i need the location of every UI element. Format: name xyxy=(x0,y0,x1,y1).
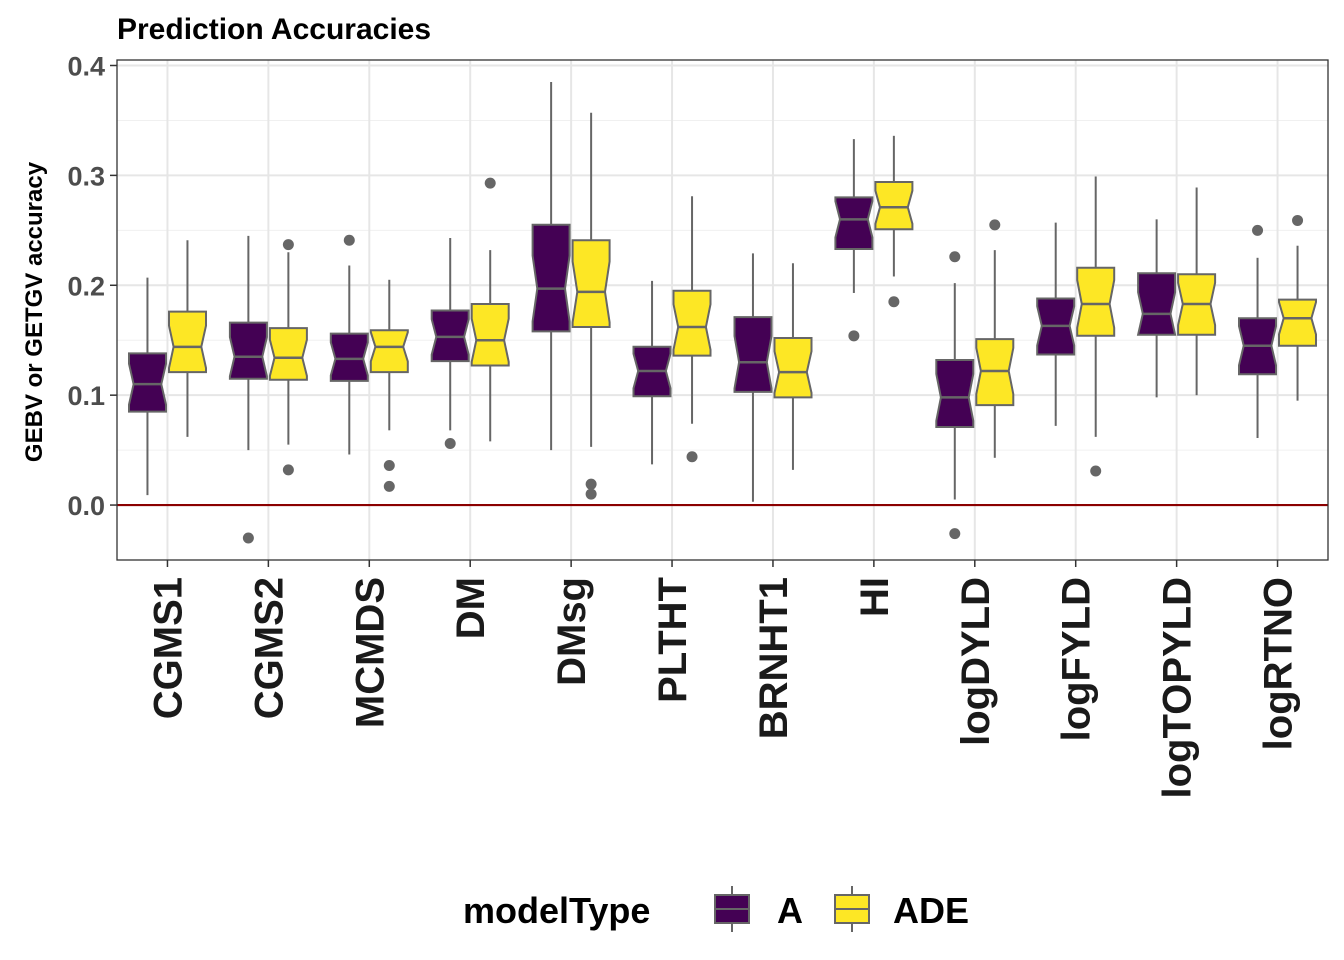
outlier-point xyxy=(949,528,961,540)
x-tick-label: DMsg xyxy=(550,577,594,686)
y-tick-label: 0.3 xyxy=(67,161,105,191)
plot-panel-border xyxy=(116,59,1329,561)
box-body xyxy=(128,352,167,413)
box-ADE-logRTNO xyxy=(1278,214,1317,401)
box-ADE-logFYLD xyxy=(1076,176,1116,477)
box-body xyxy=(1136,272,1177,336)
box-A-DMsg xyxy=(531,81,571,451)
x-tick-label: logTOPYLD xyxy=(1156,577,1200,798)
chart-title: Prediction Accuracies xyxy=(117,13,431,46)
box-body xyxy=(228,321,268,380)
box-body xyxy=(733,316,773,393)
x-tick-label: CGMS1 xyxy=(147,577,191,719)
outlier-point xyxy=(383,480,395,492)
x-tick-label: PLTHT xyxy=(651,577,695,703)
legend-label: ADE xyxy=(893,890,969,931)
box-body xyxy=(1278,298,1317,347)
box-A-PLTHT xyxy=(632,280,672,465)
box-A-logDYLD xyxy=(935,251,975,540)
box-ADE-MCMDS xyxy=(369,279,409,492)
boxes xyxy=(128,81,1317,544)
box-A-MCMDS xyxy=(329,234,369,455)
outlier-point xyxy=(282,464,294,476)
y-tick-label: 0.4 xyxy=(67,51,105,81)
outlier-point xyxy=(444,438,456,450)
outlier-point xyxy=(282,239,294,251)
box-body xyxy=(1076,266,1116,337)
box-ADE-DM xyxy=(470,177,510,442)
box-A-HI xyxy=(834,139,874,342)
box-body xyxy=(168,310,207,374)
box-ADE-BRNHT1 xyxy=(773,263,813,470)
legend: modelType A ADE xyxy=(463,886,969,932)
legend-item-A: A xyxy=(714,886,803,932)
outlier-point xyxy=(686,451,698,463)
legend-label: A xyxy=(777,890,803,931)
box-ADE-DMsg xyxy=(571,112,611,500)
box-body xyxy=(268,327,308,381)
box-body xyxy=(935,359,975,428)
outlier-point xyxy=(585,488,597,500)
y-tick-label: 0.2 xyxy=(67,271,105,301)
box-body xyxy=(571,239,611,328)
box-ADE-logTOPYLD xyxy=(1177,187,1217,396)
outlier-point xyxy=(949,251,961,263)
box-A-BRNHT1 xyxy=(733,253,773,502)
box-body xyxy=(773,337,813,399)
x-axis: CGMS1 CGMS2 MCMDS DM DMsg PLTHT BRNHT1 HI logDYL… xyxy=(147,560,1301,798)
outlier-point xyxy=(1252,224,1264,236)
outlier-point xyxy=(989,219,1001,231)
outlier-point xyxy=(242,532,254,544)
box-body xyxy=(874,181,914,231)
outlier-point xyxy=(585,478,597,490)
box-ADE-logDYLD xyxy=(975,219,1015,458)
outlier-point xyxy=(484,177,496,189)
box-body xyxy=(672,289,712,357)
box-body xyxy=(329,332,369,382)
y-axis-label: GEBV or GETGV accuracy xyxy=(21,161,48,462)
box-body xyxy=(470,303,510,367)
x-tick-label: MCMDS xyxy=(348,577,392,728)
x-tick-label: logRTNO xyxy=(1257,577,1301,750)
box-body xyxy=(531,223,571,333)
x-tick-label: HI xyxy=(853,577,897,617)
x-tick-label: logDYLD xyxy=(954,577,998,746)
x-tick-label: BRNHT1 xyxy=(752,577,796,739)
box-ADE-CGMS1 xyxy=(168,240,207,437)
legend-title: modelType xyxy=(463,890,650,931)
box-A-logFYLD xyxy=(1036,222,1076,426)
box-ADE-PLTHT xyxy=(672,196,712,463)
box-A-DM xyxy=(430,238,470,450)
outlier-point xyxy=(1090,465,1102,477)
outlier-point xyxy=(1292,214,1304,226)
box-ADE-CGMS2 xyxy=(268,239,308,476)
outlier-point xyxy=(848,330,860,342)
legend-item-ADE: ADE xyxy=(834,886,969,932)
box-ADE-HI xyxy=(874,135,914,308)
box-body xyxy=(834,196,874,250)
y-tick-label: 0.1 xyxy=(67,381,105,411)
x-tick-label: CGMS2 xyxy=(247,577,291,719)
outlier-point xyxy=(383,459,395,471)
x-tick-label: logFYLD xyxy=(1055,577,1099,741)
box-A-CGMS2 xyxy=(228,235,268,544)
box-A-logRTNO xyxy=(1238,224,1277,439)
x-tick-label: DM xyxy=(449,577,493,639)
y-tick-label: 0.0 xyxy=(67,491,105,521)
y-axis: 0.0 0.1 0.2 0.3 0.4 xyxy=(67,51,117,521)
outlier-point xyxy=(343,234,355,246)
box-body xyxy=(369,329,409,374)
outlier-point xyxy=(888,296,900,308)
box-A-CGMS1 xyxy=(128,277,167,496)
box-A-logTOPYLD xyxy=(1136,219,1177,398)
